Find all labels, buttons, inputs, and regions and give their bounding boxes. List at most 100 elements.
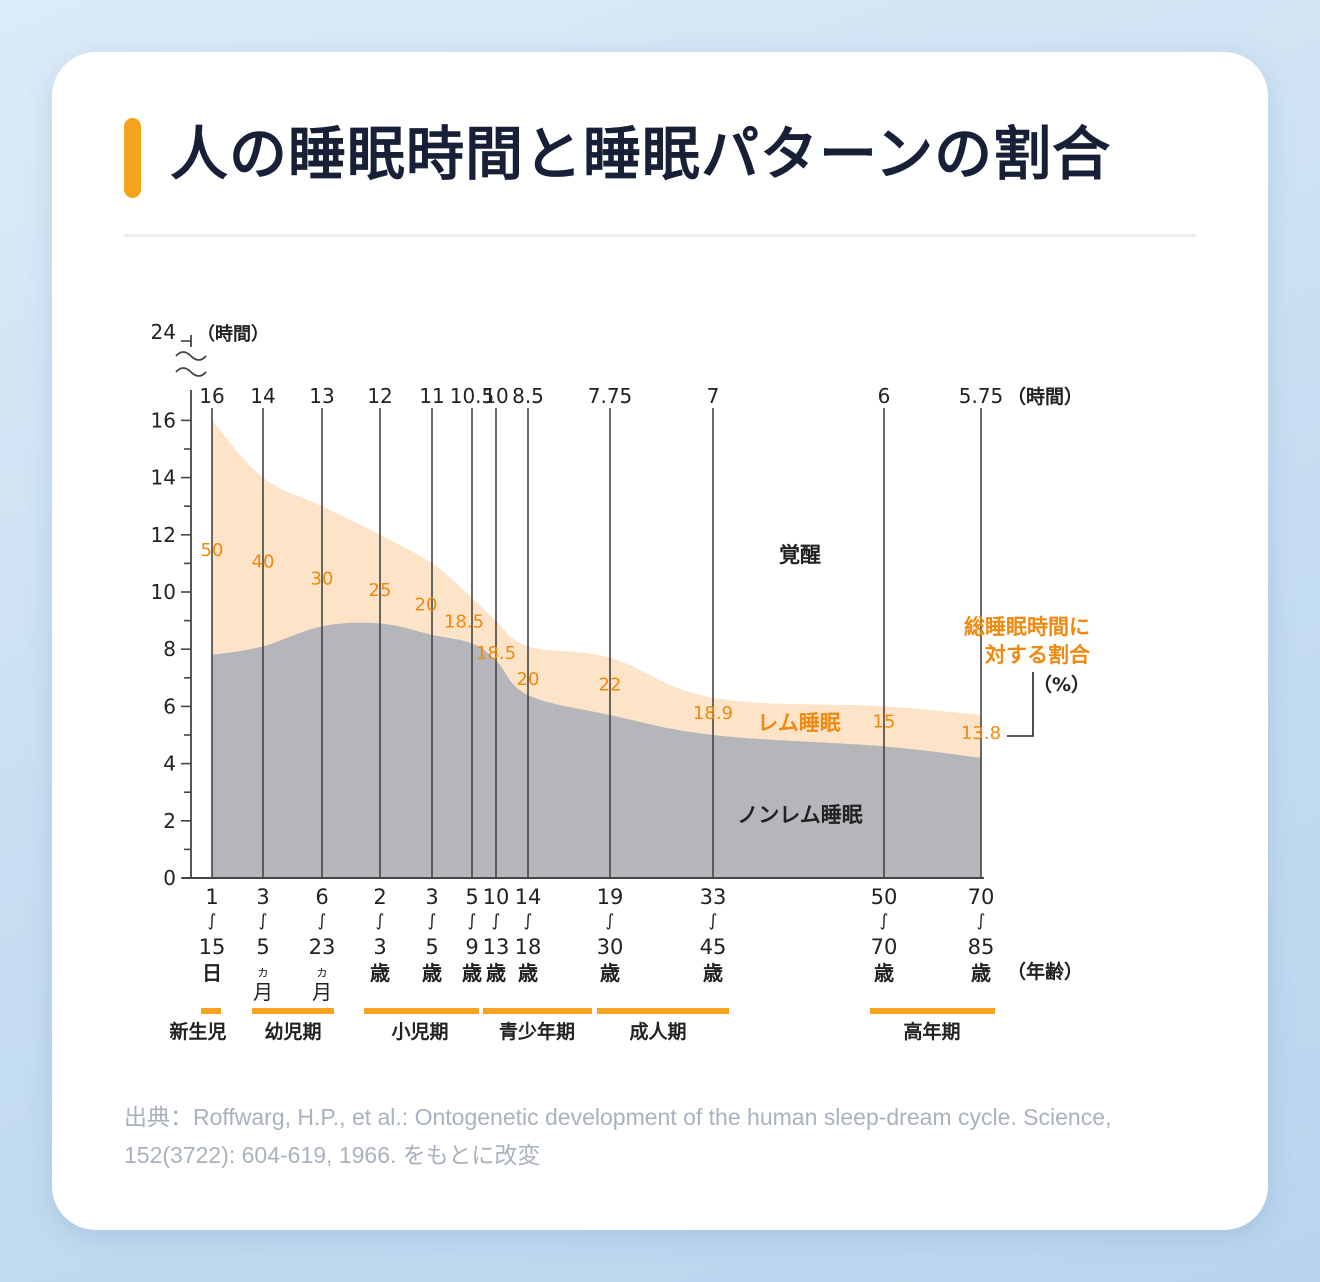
x-category-unit: 歳	[971, 961, 991, 985]
x-category-to: 5	[425, 935, 438, 959]
y-tick-label: 2	[163, 809, 176, 833]
y-tick-label: 0	[163, 866, 176, 890]
x-category-to: 9	[465, 935, 478, 959]
x-category-tilde: ∫	[524, 911, 533, 931]
y-tick-label: 16	[151, 408, 176, 432]
rem-percent-label: 50	[201, 540, 224, 561]
total-sleep-label: 14	[250, 384, 275, 408]
x-category-unit: 歳	[518, 961, 538, 985]
x-axis-unit-label: （年齢）	[1007, 960, 1083, 983]
total-sleep-label: 10.5	[450, 384, 495, 408]
annotation-line1: 総睡眠時間に	[964, 615, 1090, 639]
x-category-unit: 歳	[703, 961, 723, 985]
rem-percent-label: 18.5	[476, 643, 516, 664]
x-category-from: 33	[700, 885, 727, 909]
x-category-to: 13	[483, 935, 510, 959]
stage-label: 高年期	[903, 1020, 960, 1043]
x-category-unit: 歳	[486, 961, 506, 985]
x-category-from: 70	[968, 885, 995, 909]
annotation-line2: 対する割合	[985, 643, 1091, 667]
total-sleep-label: 16	[199, 384, 224, 408]
x-category-from: 1	[205, 885, 218, 909]
x-category-to: 15	[199, 935, 226, 959]
rem-percent-label: 18.9	[693, 703, 733, 724]
nonrem-region-label: ノンレム睡眠	[737, 803, 863, 827]
x-category-unit: 歳	[600, 961, 620, 985]
total-sleep-label: 5.75	[959, 384, 1004, 408]
x-category-tilde: ∫	[376, 911, 385, 931]
x-category-tilde: ∫	[492, 911, 501, 931]
rem-percent-label: 18.5	[444, 612, 484, 633]
total-sleep-unit-label: （時間）	[1007, 385, 1083, 408]
y-tick-label: 14	[151, 466, 176, 490]
axis-break-squiggle	[175, 351, 207, 361]
total-sleep-label: 12	[367, 384, 392, 408]
x-category-tilde: ∫	[977, 911, 986, 931]
y-tick-label: 10	[151, 580, 176, 604]
x-category-to: 70	[871, 935, 898, 959]
x-category-to: 5	[256, 935, 269, 959]
title-divider	[124, 234, 1196, 237]
x-category-from: 3	[256, 885, 269, 909]
x-category-from: 2	[373, 885, 386, 909]
title-accent-bar	[124, 118, 141, 198]
x-category-tilde: ∫	[880, 911, 889, 931]
x-category-to: 30	[597, 935, 624, 959]
total-sleep-label: 13	[309, 384, 334, 408]
rem-percent-label: 22	[599, 675, 622, 696]
x-category-tilde: ∫	[318, 911, 327, 931]
x-category-unit: 歳	[370, 961, 390, 985]
annotation-unit: （%）	[1033, 673, 1090, 696]
x-category-tilde: ∫	[259, 911, 268, 931]
stage-label: 青少年期	[499, 1020, 575, 1043]
rem-region-label: レム睡眠	[757, 711, 841, 735]
y-tick-label: 12	[151, 523, 176, 547]
rem-percent-label: 15	[873, 712, 896, 733]
x-category-from: 3	[425, 885, 438, 909]
x-category-from: 14	[515, 885, 542, 909]
rem-percent-label: 13.8	[961, 723, 1001, 744]
total-sleep-label: 7	[707, 384, 720, 408]
stage-label: 幼児期	[264, 1020, 321, 1043]
x-category-tilde: ∫	[428, 911, 437, 931]
rem-percent-label: 40	[252, 552, 275, 573]
y-tick-label-24: 24	[151, 320, 176, 344]
x-category-from: 6	[315, 885, 328, 909]
total-sleep-label: 10	[483, 384, 508, 408]
x-category-from: 5	[465, 885, 478, 909]
y-tick-label: 4	[163, 752, 176, 776]
x-category-unit: 月	[253, 980, 273, 1004]
nonrem-sleep-area	[212, 622, 981, 878]
y-tick-label: 6	[163, 694, 176, 718]
axis-break-squiggle	[175, 367, 207, 377]
annotation-leader-line	[1007, 672, 1034, 737]
x-category-unit: 歳	[462, 961, 482, 985]
x-category-unit: 月	[312, 980, 332, 1004]
x-category-to: 85	[968, 935, 995, 959]
x-category-tilde: ∫	[468, 911, 477, 931]
x-category-tilde: ∫	[606, 911, 615, 931]
x-category-unit: ヵ	[315, 965, 328, 980]
x-category-to: 18	[515, 935, 542, 959]
total-sleep-label: 8.5	[512, 384, 544, 408]
x-category-to: 23	[309, 935, 336, 959]
x-category-unit: ヵ	[256, 965, 269, 980]
rem-percent-label: 25	[369, 580, 392, 601]
total-sleep-label: 6	[878, 384, 891, 408]
total-sleep-label: 11	[419, 384, 444, 408]
page-title: 人の睡眠時間と睡眠パターンの割合	[170, 120, 1112, 188]
y-tick-label: 8	[163, 637, 176, 661]
wake-region-label: 覚醒	[779, 543, 821, 567]
source-citation: 出典：Roffwarg, H.P., et al.: Ontogenetic d…	[124, 1104, 1112, 1168]
stage-label: 小児期	[391, 1021, 448, 1043]
x-category-tilde: ∫	[208, 911, 217, 931]
x-category-from: 19	[597, 885, 624, 909]
x-category-to: 3	[373, 935, 386, 959]
rem-percent-label: 30	[311, 569, 334, 590]
x-category-tilde: ∫	[709, 911, 718, 931]
stage-label: 成人期	[629, 1020, 686, 1043]
x-category-from: 10	[483, 885, 510, 909]
total-sleep-label: 7.75	[588, 384, 633, 408]
x-category-unit: 日	[202, 961, 222, 985]
